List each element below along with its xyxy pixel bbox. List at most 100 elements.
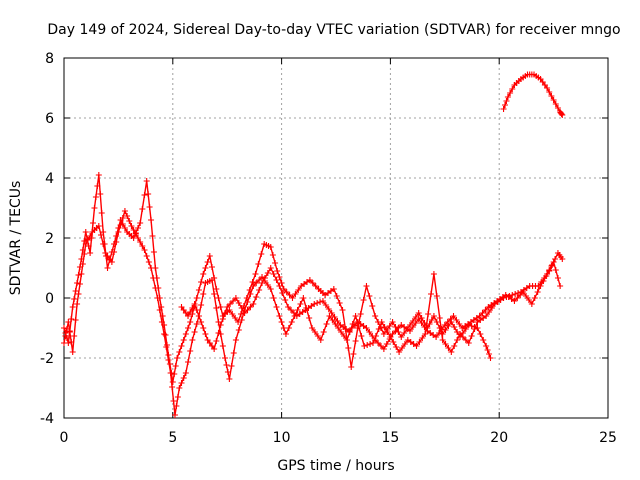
data-point — [191, 329, 198, 335]
data-point — [546, 89, 553, 95]
grid-lines — [64, 58, 608, 418]
data-point — [398, 334, 405, 340]
data-point — [255, 261, 262, 267]
data-point — [272, 260, 279, 266]
data-point — [280, 286, 287, 292]
data-point — [238, 317, 245, 323]
data-point — [451, 343, 458, 349]
data-point — [428, 317, 435, 323]
data-point — [146, 204, 153, 210]
data-point — [289, 295, 296, 301]
data-point — [150, 275, 157, 281]
data-point — [462, 326, 469, 332]
data-point — [430, 313, 437, 319]
data-point — [339, 307, 346, 313]
data-point — [253, 280, 260, 286]
data-point — [276, 283, 283, 289]
data-point — [176, 349, 183, 355]
data-point — [273, 277, 280, 283]
data-point — [294, 307, 301, 313]
data-point — [381, 324, 388, 330]
data-point — [314, 333, 321, 339]
data-point — [170, 398, 177, 404]
series-line — [63, 210, 561, 416]
data-point — [156, 307, 163, 313]
y-tick-label: 2 — [45, 231, 54, 247]
data-point — [97, 191, 104, 197]
data-point — [219, 316, 226, 322]
y-tick-label: 4 — [45, 171, 54, 187]
data-point — [173, 403, 180, 409]
data-point — [252, 271, 259, 277]
data-point — [264, 282, 271, 288]
data-point — [360, 297, 367, 303]
data-point — [383, 341, 390, 347]
data-point — [185, 313, 192, 319]
data-point — [78, 271, 85, 277]
data-point — [314, 300, 321, 306]
data-point — [352, 313, 359, 319]
data-point — [457, 331, 464, 337]
data-point — [87, 250, 94, 256]
data-point — [87, 233, 94, 239]
data-point — [98, 210, 105, 216]
data-point — [191, 301, 198, 307]
data-point — [148, 217, 155, 223]
data-point — [447, 316, 454, 322]
data-point — [167, 370, 174, 376]
data-point — [415, 310, 422, 316]
data-point — [215, 330, 222, 336]
data-point — [285, 325, 292, 331]
data-point — [334, 318, 341, 324]
data-point — [325, 306, 332, 312]
data-point — [426, 321, 433, 327]
data-point — [306, 277, 313, 283]
data-point — [273, 304, 280, 310]
data-point — [451, 324, 458, 330]
data-point — [552, 101, 559, 107]
data-point — [282, 297, 289, 303]
data-point — [554, 105, 561, 111]
data-point — [433, 319, 440, 325]
data-point — [320, 329, 327, 335]
data-point — [367, 341, 374, 347]
data-point — [537, 283, 544, 289]
data-point — [552, 267, 559, 273]
data-point — [72, 317, 79, 323]
y-axis-label: SDTVAR / TECUs — [8, 181, 24, 296]
data-point — [169, 384, 176, 390]
data-point — [230, 350, 237, 356]
data-point — [380, 346, 387, 352]
data-point — [476, 313, 483, 319]
data-point — [317, 299, 324, 305]
data-point — [72, 288, 79, 294]
data-point — [139, 243, 146, 249]
data-point — [448, 349, 455, 355]
data-point — [189, 337, 196, 343]
data-point — [143, 178, 150, 184]
data-point — [169, 379, 176, 385]
data-point — [509, 292, 516, 298]
data-point — [145, 259, 152, 265]
data-point — [228, 363, 235, 369]
data-point — [487, 355, 494, 361]
data-point — [143, 253, 150, 259]
data-point — [213, 338, 220, 344]
data-point — [459, 334, 466, 340]
data-point — [174, 394, 181, 400]
data-point — [238, 305, 245, 311]
data-point — [198, 279, 205, 285]
data-point — [548, 93, 555, 99]
data-point — [312, 283, 319, 289]
data-point — [317, 337, 324, 343]
x-tick-label: 15 — [381, 430, 399, 446]
data-point — [259, 280, 266, 286]
data-point — [390, 339, 397, 345]
data-point — [525, 297, 532, 303]
data-point — [520, 289, 527, 295]
data-point — [211, 346, 218, 352]
data-point — [71, 333, 78, 339]
data-point — [269, 252, 276, 258]
data-point — [176, 385, 183, 391]
